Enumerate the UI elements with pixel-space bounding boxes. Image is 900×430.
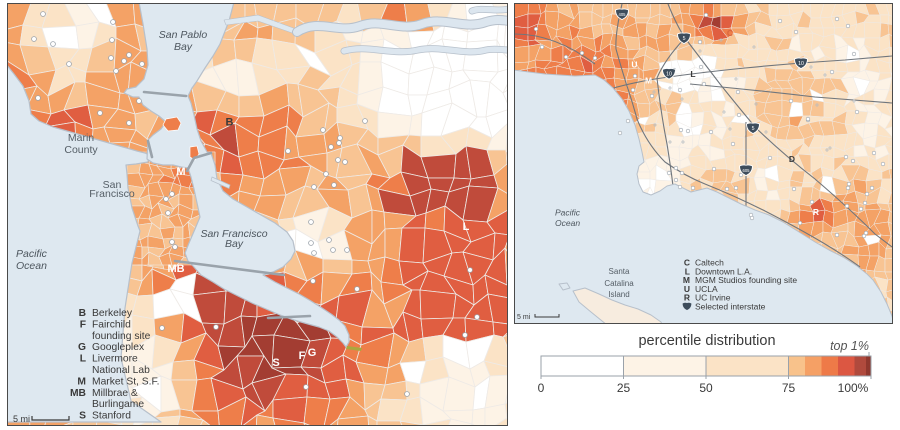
svg-text:F: F [299, 350, 306, 362]
svg-text:founding site: founding site [92, 331, 151, 342]
svg-text:R: R [813, 207, 819, 217]
svg-text:Pacific: Pacific [555, 208, 581, 218]
svg-text:MB: MB [167, 263, 184, 275]
svg-text:L: L [463, 221, 470, 233]
svg-text:Ocean: Ocean [16, 260, 47, 272]
svg-text:Fairchild: Fairchild [92, 319, 131, 330]
svg-text:Bay: Bay [174, 41, 193, 53]
svg-text:405: 405 [619, 12, 627, 17]
svg-text:D: D [789, 154, 795, 164]
svg-text:Selected interstate: Selected interstate [695, 301, 766, 311]
svg-text:0: 0 [538, 381, 545, 395]
svg-text:MB: MB [70, 388, 86, 399]
svg-text:Ocean: Ocean [555, 218, 580, 228]
svg-text:5 mi: 5 mi [13, 414, 30, 424]
svg-text:R: R [684, 293, 690, 303]
svg-text:Marin: Marin [68, 132, 94, 144]
svg-text:Stanford: Stanford [92, 411, 131, 422]
svg-text:M: M [645, 76, 652, 86]
svg-text:5 mi: 5 mi [517, 314, 531, 321]
svg-text:percentile distribution: percentile distribution [638, 333, 775, 349]
svg-text:M: M [176, 166, 185, 178]
svg-text:UCLA: UCLA [695, 284, 718, 294]
svg-text:5: 5 [752, 126, 755, 132]
svg-text:Catalina: Catalina [604, 279, 634, 288]
svg-text:Market St, S.F.: Market St, S.F. [92, 376, 160, 387]
svg-text:Francisco: Francisco [89, 188, 135, 200]
svg-text:top 1%: top 1% [830, 339, 869, 353]
svg-text:10: 10 [798, 61, 804, 67]
svg-text:Millbrae &: Millbrae & [92, 388, 138, 399]
svg-text:B: B [79, 308, 86, 319]
svg-text:C: C [727, 28, 733, 38]
svg-text:Downtown L.A.: Downtown L.A. [695, 266, 752, 276]
svg-text:U: U [684, 284, 690, 294]
svg-text:National Lab: National Lab [92, 365, 150, 376]
svg-text:F: F [80, 319, 86, 330]
svg-text:Island: Island [608, 290, 629, 299]
svg-text:L: L [685, 266, 690, 276]
svg-text:50: 50 [699, 381, 713, 395]
svg-text:L: L [80, 354, 86, 365]
svg-text:Berkeley: Berkeley [92, 308, 133, 319]
svg-text:G: G [78, 342, 86, 353]
svg-text:San Francisco: San Francisco [200, 228, 267, 240]
svg-text:Caltech: Caltech [695, 258, 724, 268]
svg-text:San: San [103, 179, 122, 191]
svg-text:L: L [690, 69, 695, 79]
svg-text:G: G [308, 347, 317, 359]
svg-text:S: S [79, 411, 86, 422]
svg-text:C: C [684, 258, 690, 268]
svg-text:5: 5 [683, 36, 686, 42]
svg-text:Pacific: Pacific [16, 248, 48, 260]
svg-text:100%: 100% [838, 381, 869, 395]
svg-text:Santa: Santa [609, 267, 630, 276]
svg-text:M: M [77, 376, 86, 387]
svg-text:605: 605 [743, 168, 751, 173]
svg-text:Bay: Bay [225, 238, 244, 250]
svg-text:UC Irvine: UC Irvine [695, 293, 731, 303]
svg-text:U: U [631, 60, 637, 70]
svg-text:Googleplex: Googleplex [92, 342, 145, 353]
svg-text:S: S [272, 357, 279, 369]
svg-text:Livermore: Livermore [92, 354, 138, 365]
svg-text:10: 10 [666, 72, 672, 78]
svg-text:San Pablo: San Pablo [159, 29, 208, 41]
svg-text:MGM Studios founding site: MGM Studios founding site [695, 275, 797, 285]
svg-text:B: B [226, 117, 234, 129]
svg-text:75: 75 [782, 381, 796, 395]
svg-text:25: 25 [617, 381, 631, 395]
svg-text:Burlingame: Burlingame [92, 399, 144, 410]
svg-text:County: County [64, 144, 98, 156]
svg-text:M: M [683, 275, 690, 285]
